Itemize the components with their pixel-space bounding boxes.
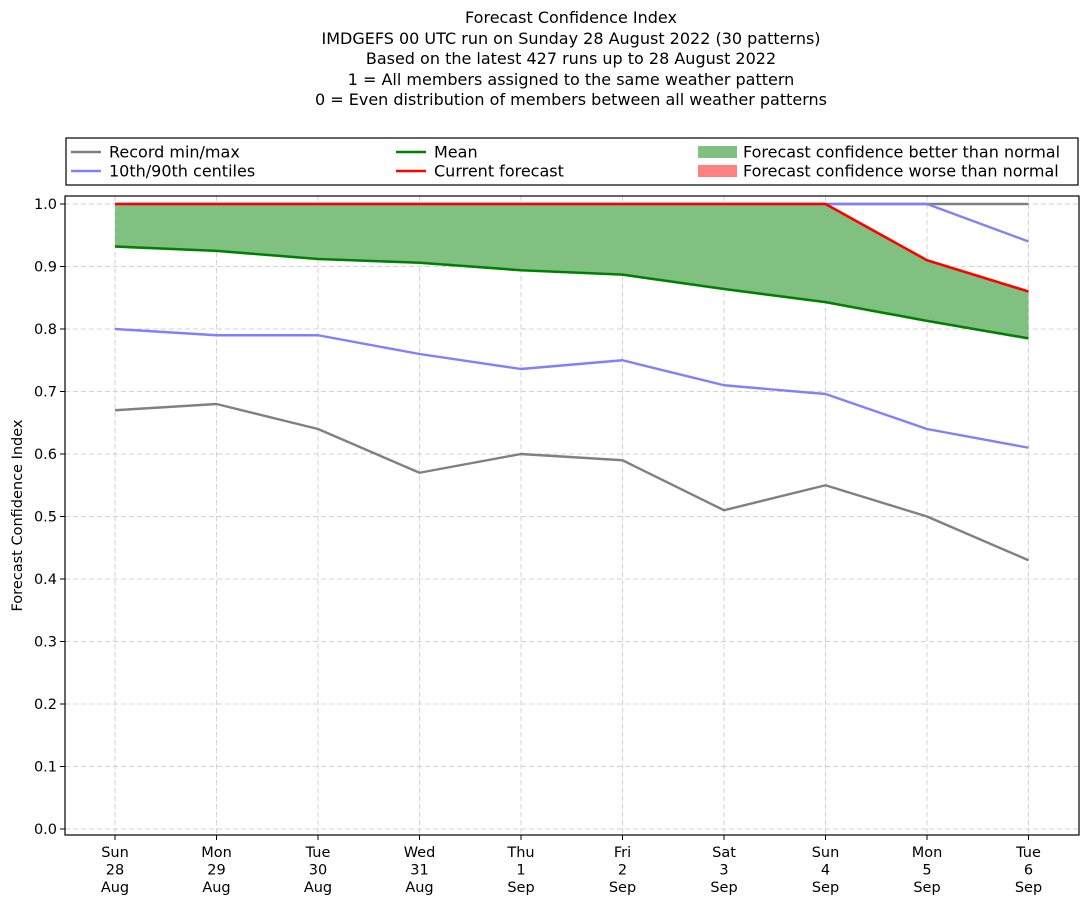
x-tick-label: Sat (712, 845, 736, 861)
chart-title-line: Forecast Confidence Index (465, 8, 677, 27)
x-tick-label: Tue (305, 845, 331, 861)
y-tick-label: 0.2 (34, 697, 57, 713)
x-tick-label: Sep (913, 880, 940, 896)
x-tick-label: Sep (710, 880, 737, 896)
x-tick-label: 5 (922, 863, 931, 879)
y-tick-label: 1.0 (34, 197, 57, 213)
legend-worse-label: Forecast confidence worse than normal (743, 162, 1059, 181)
y-tick-label: 0.1 (34, 760, 57, 776)
legend-box (65, 137, 1079, 186)
record-min-line (114, 402, 1029, 562)
x-tick-label: Wed (404, 845, 436, 861)
y-tick-label: 0.8 (34, 322, 57, 338)
x-tick-label: Mon (201, 845, 232, 861)
x-tick-label: Aug (101, 880, 129, 896)
current-forecast-line (115, 202, 1029, 293)
x-tick-label: Sun (101, 845, 129, 861)
x-tick-label: 2 (618, 863, 627, 879)
x-tick-label: 29 (207, 863, 225, 879)
y-tick-label: 0.7 (34, 385, 57, 401)
legend-worse-swatch (698, 165, 737, 177)
y-tick-label: 0.4 (34, 572, 57, 588)
y-tick-label: 0.6 (34, 447, 57, 463)
y-tick-label: 0.5 (34, 510, 57, 526)
legend-mean-label: Mean (434, 143, 478, 162)
x-tick-label: Sep (609, 880, 636, 896)
x-tick-label: 4 (821, 863, 830, 879)
chart-subtitle-line: IMDGEFS 00 UTC run on Sunday 28 August 2… (321, 28, 821, 48)
x-tick-label: Sep (1015, 880, 1042, 896)
plot-frame (64, 195, 1080, 836)
chart-subtitle-line: 0 = Even distribution of members between… (314, 90, 828, 109)
legend-centiles-label: 10th/90th centiles (109, 162, 255, 181)
legend-better-swatch (698, 146, 737, 158)
series-lines (114, 202, 1029, 562)
chart-title: Forecast Confidence Index IMDGEFS 00 UTC… (0, 8, 1092, 111)
x-tick-label: 31 (410, 863, 428, 879)
legend-current-label: Current forecast (434, 162, 564, 181)
x-tick-label: Fri (614, 845, 631, 861)
x-tick-label: Aug (405, 880, 433, 896)
grid (65, 196, 1079, 835)
x-tick-label: Mon (912, 845, 943, 861)
x-tick-label: 1 (516, 863, 525, 879)
y-axis-label: Forecast Confidence Index (10, 419, 26, 611)
legend-better-label: Forecast confidence better than normal (743, 143, 1060, 162)
y-tick-label: 0.3 (34, 635, 57, 651)
p10-line (114, 327, 1029, 449)
x-tick-label: Thu (506, 845, 534, 861)
mean-line (114, 245, 1029, 340)
y-tick-label: 0.9 (34, 260, 57, 276)
x-tick-label: Sep (507, 880, 534, 896)
y-tick-label: 0.0 (34, 822, 57, 838)
x-tick-label: 30 (309, 863, 327, 879)
x-tick-label: Aug (304, 880, 332, 896)
x-tick-label: 28 (106, 863, 124, 879)
chart-subtitle-line: Based on the latest 427 runs up to 28 Au… (365, 49, 777, 68)
x-tick-label: Sep (812, 880, 839, 896)
x-tick-label: Tue (1015, 845, 1041, 861)
axes: 0.00.10.20.30.40.50.60.70.80.91.0Sun28Au… (10, 195, 1080, 896)
x-tick-label: Sun (812, 845, 840, 861)
legend-record-label: Record min/max (109, 143, 240, 162)
x-tick-label: 6 (1024, 863, 1033, 879)
x-tick-label: Aug (202, 880, 230, 896)
chart-subtitle-line: 1 = All members assigned to the same wea… (347, 69, 795, 89)
x-tick-label: 3 (719, 863, 728, 879)
